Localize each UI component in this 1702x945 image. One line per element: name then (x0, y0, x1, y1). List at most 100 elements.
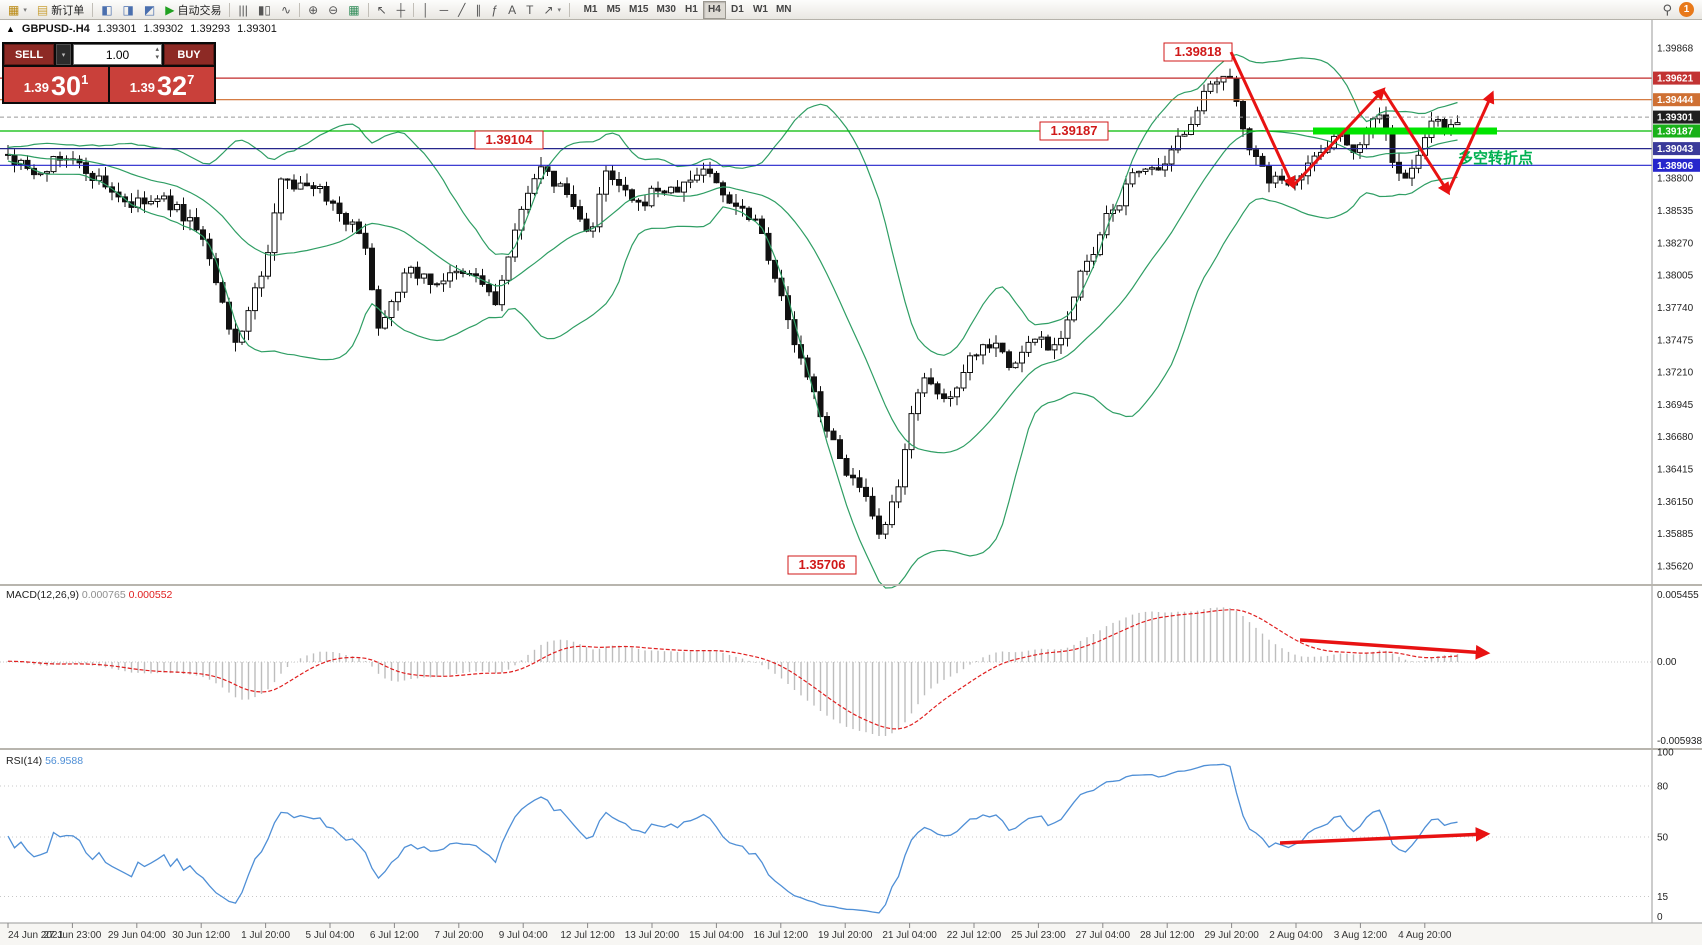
time-tick-label: 15 Jul 04:00 (689, 930, 744, 941)
new-order-label: 新订单 (51, 4, 85, 17)
line-chart-icon[interactable]: ∿ (276, 1, 296, 19)
price-label-bg (1653, 142, 1700, 156)
price-axis[interactable]: 1.39868 1.38800 1.38535 1.38270 1.38005 1.377… (1651, 20, 1700, 923)
navigator-icon[interactable]: ◩ (139, 1, 160, 19)
spinner-up-icon[interactable]: ▴ (155, 46, 159, 53)
time-tick-label: 27 Jul 04:00 (1076, 930, 1131, 941)
price-label: 1.39187 (1657, 127, 1694, 138)
fibonacci-icon[interactable]: ƒ (486, 1, 503, 19)
vertical-line-icon[interactable]: │ (417, 1, 435, 19)
trend-arrow[interactable] (1381, 89, 1451, 196)
horizontal-line-icon[interactable]: ─ (435, 1, 454, 19)
vertical-line-icon: │ (422, 2, 430, 17)
price-tick: 1.36150 (1657, 497, 1694, 508)
buy-button[interactable]: BUY (164, 44, 214, 65)
timeframe-h4[interactable]: H4 (702, 0, 726, 19)
zoom-out-icon[interactable]: ⊖ (323, 1, 343, 19)
toolbar-separator (229, 2, 231, 17)
trendline-icon[interactable]: ╱ (453, 1, 470, 19)
price-annotation-text: 1.39818 (1175, 44, 1222, 59)
data-window-icon[interactable]: ◨ (118, 1, 139, 19)
crosshair-icon[interactable]: ┼ (392, 1, 411, 19)
time-tick-label: 28 Jul 12:00 (1140, 930, 1195, 941)
market-watch-icon: ◧ (101, 2, 113, 17)
time-tick-label: 16 Jul 12:00 (754, 930, 809, 941)
price-tick: 1.35620 (1657, 562, 1694, 573)
rsi-line (7, 763, 1458, 914)
spinner-down-icon[interactable]: ▾ (155, 54, 159, 61)
cursor-icon[interactable]: ↖ (372, 1, 392, 19)
rsi-scale-tick: 80 (1657, 782, 1669, 793)
new-chart-icon[interactable]: ▦ ▾ (3, 1, 32, 19)
trend-arrow[interactable] (1291, 87, 1386, 188)
timeframe-m5[interactable]: M5 (602, 1, 625, 19)
bb-lower (7, 160, 1458, 589)
price-label: 1.39444 (1657, 95, 1694, 106)
macd-panel: MACD(12,26,9) 0.000765 0.000552 0.005455 0… (0, 589, 1702, 747)
equidistant-channel-icon[interactable]: ∥ (470, 1, 486, 19)
macd-trend-arrow[interactable] (1299, 638, 1491, 660)
price-annotation-box[interactable] (1039, 121, 1109, 141)
timeframe-w1[interactable]: W1 (749, 1, 772, 19)
zoom-in-icon: ⊕ (308, 2, 319, 17)
text-icon[interactable]: A (503, 1, 521, 19)
autotrading-icon: ▶ (165, 2, 175, 17)
equidistant-channel-icon: ∥ (475, 2, 482, 17)
timeframe-m30[interactable]: M30 (652, 1, 679, 19)
market-watch-icon[interactable]: ◧ (96, 1, 117, 19)
volume-spinner[interactable]: ▴ ▾ (155, 46, 159, 62)
search-icon[interactable]: ⚲ (1662, 1, 1672, 17)
grid-icon[interactable]: ▦ (343, 1, 364, 19)
bollinger-bands (7, 53, 1458, 589)
bar-chart-icon[interactable]: ||| (233, 1, 252, 19)
trend-arrow[interactable] (1446, 90, 1495, 193)
quote-close: 1.39301 (237, 23, 277, 35)
new-order-button[interactable]: ▤ 新订单 (32, 1, 89, 19)
panel-splitter[interactable] (0, 584, 1702, 586)
order-options-dropdown[interactable]: ▾ (56, 44, 71, 65)
text-label-icon[interactable]: T (521, 1, 538, 19)
trade-prices-row: 1.39 30 1 1.39 32 7 (4, 67, 214, 102)
candlestick-chart-icon: ▮▯ (257, 2, 272, 17)
timeframe-m1[interactable]: M1 (579, 1, 602, 19)
timeframe-mn[interactable]: MN (772, 1, 796, 19)
bb-upper (7, 53, 1458, 356)
macd-signal-line (7, 609, 1458, 730)
price-annotation-box[interactable] (474, 130, 544, 150)
rsi-scale-tick: 100 (1657, 748, 1674, 759)
timeframe-m15[interactable]: M15 (625, 1, 652, 19)
price-tick: 1.36415 (1657, 465, 1694, 476)
time-tick-label: 9 Jul 04:00 (499, 930, 548, 941)
panel-splitter[interactable] (0, 748, 1702, 750)
price-tick: 1.39868 (1657, 44, 1694, 55)
timeframe-d1[interactable]: D1 (726, 1, 749, 19)
time-tick-label: 30 Jun 12:00 (172, 930, 230, 941)
new-chart-icon: ▦ (8, 2, 20, 17)
chart-symbol-icon: ▲ (6, 24, 15, 34)
timeframe-h1[interactable]: H1 (680, 1, 703, 19)
trend-arrow[interactable] (1229, 51, 1296, 190)
buy-price-display[interactable]: 1.39 32 7 (110, 67, 214, 102)
buy-price-pip: 7 (187, 72, 195, 87)
time-tick-label: 29 Jul 20:00 (1204, 930, 1259, 941)
candlestick-chart-icon[interactable]: ▮▯ (253, 1, 276, 19)
macd-scale-bottom: -0.005938 (1657, 736, 1702, 747)
autotrading-button[interactable]: ▶ 自动交易 (160, 1, 226, 19)
notification-badge[interactable]: 1 (1679, 2, 1694, 17)
sell-price-big: 30 (51, 71, 82, 101)
rsi-trend-arrow[interactable] (1279, 827, 1491, 845)
price-tick: 1.36945 (1657, 400, 1694, 411)
volume-input[interactable]: 1.00 ▴ ▾ (73, 44, 162, 65)
sell-price-display[interactable]: 1.39 30 1 (4, 67, 108, 102)
turning-point-label[interactable]: 多空转折点 (1458, 149, 1533, 167)
toolbar-separator (413, 2, 415, 17)
toolbar-separator (569, 2, 571, 17)
zoom-in-icon[interactable]: ⊕ (303, 1, 323, 19)
arrows-tool-icon[interactable]: ↗ ▾ (538, 1, 566, 19)
quote-low: 1.39293 (190, 23, 231, 35)
sell-button[interactable]: SELL (4, 44, 54, 65)
price-label: 1.39043 (1657, 144, 1694, 155)
price-annotation-box[interactable] (787, 555, 857, 575)
